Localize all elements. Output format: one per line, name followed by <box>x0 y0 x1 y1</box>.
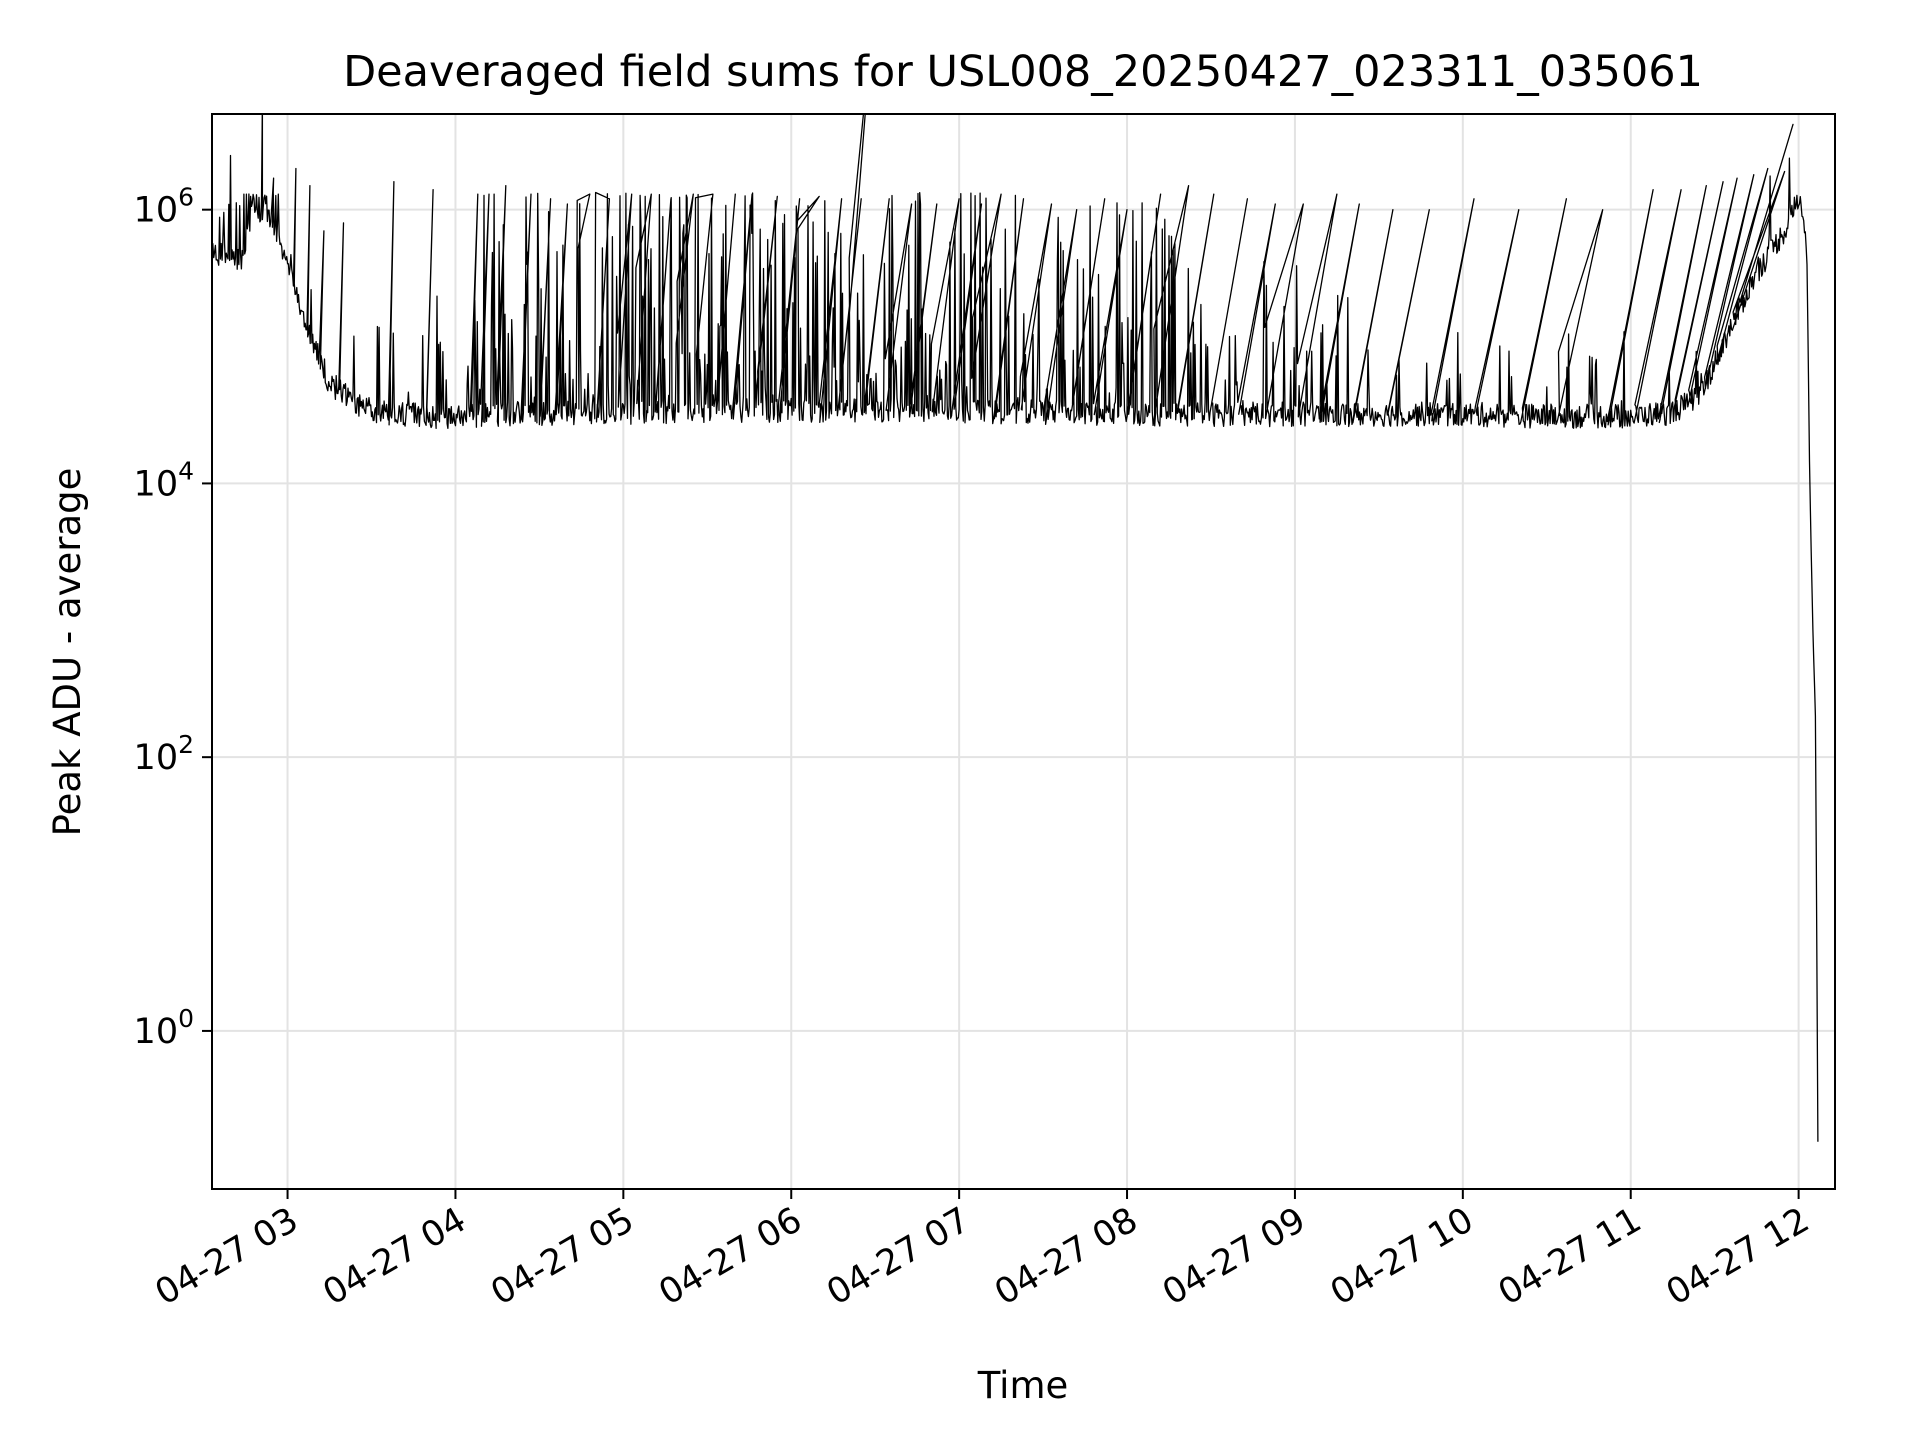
chart-title: Deaveraged field sums for USL008_2025042… <box>343 47 1703 97</box>
series-group <box>212 114 1819 1142</box>
plot-frame <box>211 113 1836 1190</box>
grid <box>212 114 1835 1189</box>
y-tick-label: 104 <box>134 456 194 504</box>
y-tick-label: 100 <box>134 1004 194 1052</box>
x-axis-label: Time <box>977 1364 1069 1407</box>
y-tick-label: 106 <box>134 183 194 231</box>
y-axis-label: Peak ADU - average <box>46 468 89 837</box>
y-axis: 100 102 104 106 <box>134 183 212 1052</box>
series-line <box>212 114 1819 1142</box>
y-tick-label: 102 <box>134 730 194 778</box>
